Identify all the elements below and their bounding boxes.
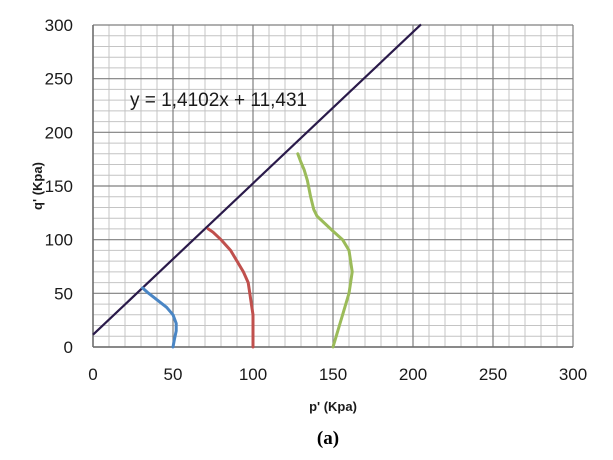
- series-line-3: [296, 152, 354, 349]
- x-tick-label: 100: [239, 365, 267, 384]
- series-group: [141, 152, 354, 349]
- y-tick-label: 300: [45, 16, 73, 35]
- x-tick-label: 150: [319, 365, 347, 384]
- trendline: [92, 23, 422, 336]
- y-tick-label: 100: [45, 231, 73, 250]
- x-tick-label: 300: [559, 365, 587, 384]
- y-tick-label: 200: [45, 123, 73, 142]
- grid: [92, 24, 574, 348]
- figure-caption: (a): [317, 428, 339, 449]
- tick-labels: 0 50 100 150 200 250 300 0 50 100 150 200 250 300: [45, 16, 588, 384]
- y-axis-title: q' (Kpa): [30, 162, 45, 210]
- x-tick-label: 250: [479, 365, 507, 384]
- trendline-equation: y = 1,4102x + 11,431: [130, 90, 307, 111]
- y-tick-label: 50: [54, 284, 73, 303]
- series-line-1: [141, 286, 178, 349]
- x-tick-label: 200: [399, 365, 427, 384]
- trendline-line: [92, 23, 422, 336]
- y-tick-label: 150: [45, 177, 73, 196]
- y-tick-label: 250: [45, 70, 73, 89]
- x-tick-label: 0: [88, 365, 97, 384]
- y-tick-label: 0: [64, 338, 73, 357]
- series-line-2: [206, 227, 255, 349]
- x-axis-title: p' (Kpa): [309, 399, 357, 414]
- x-tick-label: 50: [164, 365, 183, 384]
